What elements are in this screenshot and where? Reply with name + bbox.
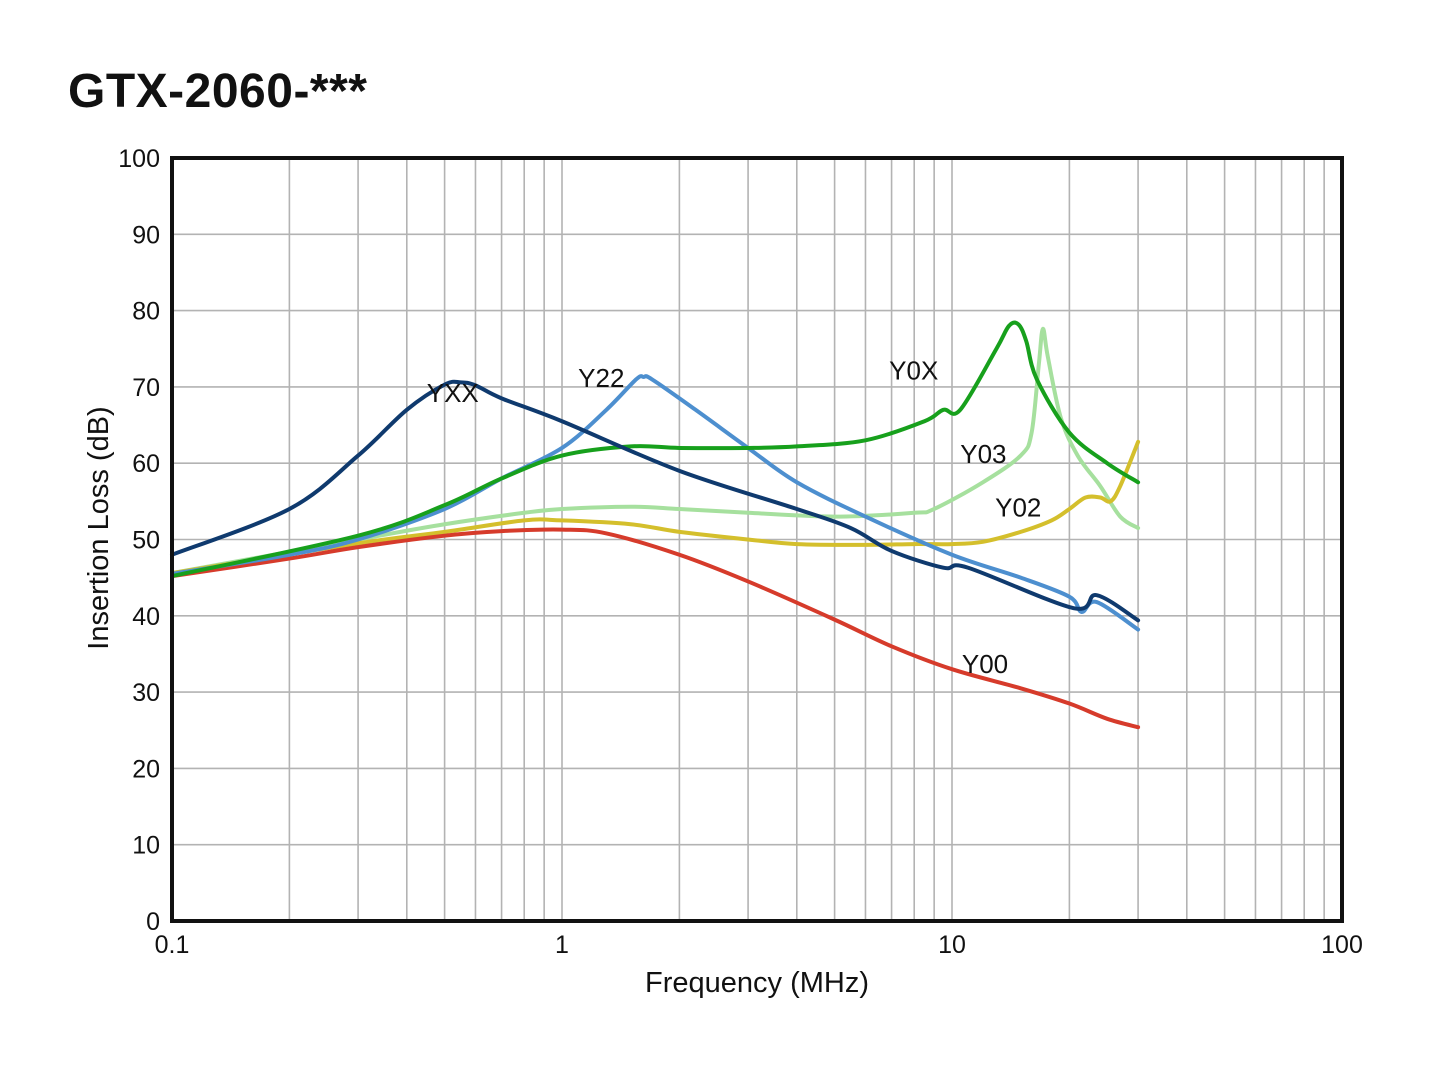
series-lines <box>170 320 1141 730</box>
series-label-y0x: Y0X <box>889 355 938 385</box>
y-tick-label: 10 <box>132 832 160 860</box>
y-tick-label: 70 <box>132 374 160 402</box>
y-tick-label: 80 <box>132 298 160 326</box>
x-tick-label: 10 <box>938 931 966 959</box>
series-label-yxx: YXX <box>427 378 479 408</box>
y-tick-label: 40 <box>132 603 160 631</box>
series-labels: YXX Y22 Y0X Y03 Y02 Y00 <box>427 355 1042 679</box>
series-line-y22 <box>170 374 1141 632</box>
y-tick-label: 90 <box>132 221 160 249</box>
x-tick-label: 100 <box>1321 931 1363 959</box>
x-tick-label: 1 <box>555 931 569 959</box>
y-tick-label: 20 <box>132 755 160 783</box>
series-line-y02 <box>170 439 1141 576</box>
y-tick-label: 0 <box>146 908 160 936</box>
series-line-y00 <box>170 527 1141 730</box>
plot-area-frame <box>170 156 1344 923</box>
series-line-y0x <box>170 320 1141 579</box>
page-title: GTX-2060-*** <box>68 65 368 118</box>
y-tick-label: 30 <box>132 679 160 707</box>
series-line-yxx <box>170 379 1141 623</box>
y-tick-label: 60 <box>132 450 160 478</box>
y-axis-title: Insertion Loss (dB) <box>83 406 115 649</box>
series-label-y00: Y00 <box>962 649 1008 679</box>
y-tick-label: 100 <box>118 145 160 173</box>
tick-labels: 0 10 20 30 40 50 60 70 80 90 100 0.1 1 10 100 <box>118 145 1363 959</box>
y-tick-label: 50 <box>132 527 160 555</box>
series-label-y02: Y02 <box>995 493 1041 523</box>
x-axis-title: Frequency (MHz) <box>645 967 869 999</box>
series-label-y22: Y22 <box>578 363 624 393</box>
x-tick-label: 0.1 <box>155 931 190 959</box>
series-label-y03: Y03 <box>960 439 1006 469</box>
